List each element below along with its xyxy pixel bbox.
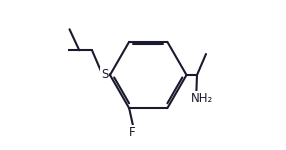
Text: NH₂: NH₂ — [191, 92, 213, 105]
Text: S: S — [101, 68, 108, 81]
Text: F: F — [128, 126, 135, 139]
